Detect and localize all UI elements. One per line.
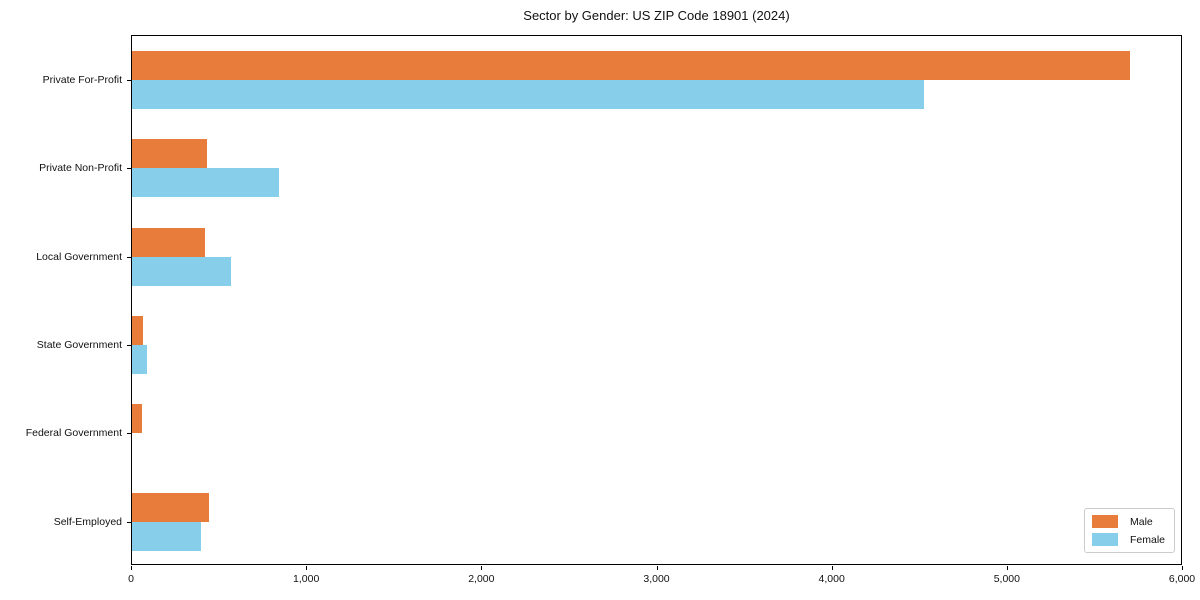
x-tick-label: 3,000 [643, 573, 670, 585]
y-axis-label: Local Government [36, 250, 122, 263]
bar-female-3 [132, 345, 147, 375]
y-tick-mark [127, 345, 132, 347]
bars-container [132, 139, 1181, 198]
bar-female-5 [132, 521, 202, 551]
chart-title: Sector by Gender: US ZIP Code 18901 (202… [523, 8, 790, 23]
bars-container [132, 316, 1181, 375]
bar-group: State Government [37, 301, 1181, 389]
legend-label: Female [1129, 533, 1165, 546]
x-tick-mark [1182, 566, 1183, 570]
legend-label: Male [1129, 515, 1153, 528]
plot-area: Private For-Profit Private Non-Profit Loca… [26, 35, 1182, 566]
bar-female-1 [132, 168, 279, 198]
x-tick-label: 1,000 [293, 573, 320, 585]
y-tick-mark [127, 80, 132, 82]
bar-male-1 [132, 139, 208, 169]
legend-item-female: Female [1091, 533, 1165, 546]
bar-male-5 [132, 492, 209, 522]
bar-male-3 [132, 316, 144, 346]
y-tick-mark [127, 256, 132, 258]
y-axis-label: Private For-Profit [42, 74, 122, 87]
legend-item-male: Male [1091, 515, 1165, 528]
x-tick-label: 5,000 [993, 573, 1020, 585]
x-tick-label: 6,000 [1168, 573, 1196, 585]
x-tick-mark [481, 566, 483, 570]
bars-container [132, 227, 1181, 286]
bar-female-0 [132, 80, 924, 110]
x-tick-mark [131, 566, 132, 570]
legend-swatch-female [1091, 533, 1118, 546]
legend: Male Female [1083, 508, 1175, 553]
y-axis-label: Private Non-Profit [39, 162, 122, 175]
x-axis: 0 1,000 2,000 3,000 4,000 5,000 6,000 [128, 566, 1195, 596]
x-tick-label: 4,000 [818, 573, 845, 585]
bar-group: Self-Employed [54, 478, 1181, 566]
y-tick-mark [127, 433, 132, 435]
bar-male-2 [132, 227, 206, 257]
x-tick-mark [656, 566, 658, 570]
y-axis-label: Self-Employed [53, 515, 122, 528]
y-axis-label: Federal Government [25, 427, 122, 440]
bars-container [132, 51, 1181, 110]
bar-female-2 [132, 256, 231, 286]
y-tick-mark [127, 168, 132, 170]
y-tick-mark [127, 521, 132, 523]
bars-container [132, 404, 1181, 462]
x-tick-mark [1006, 566, 1008, 570]
x-tick-label: 0 [128, 573, 134, 585]
y-axis-label: State Government [36, 339, 122, 352]
x-tick-label: 2,000 [468, 573, 495, 585]
bar-group: Federal Government [26, 389, 1181, 477]
legend-swatch-male [1091, 515, 1118, 528]
bar-male-4 [132, 404, 143, 434]
bar-group: Local Government [36, 213, 1181, 301]
bar-group: Private Non-Profit [39, 124, 1181, 212]
bar-group: Private For-Profit [43, 36, 1181, 124]
bar-male-0 [132, 51, 1131, 81]
x-tick-mark [306, 566, 308, 570]
bars-container [132, 492, 1181, 551]
x-tick-mark [831, 566, 833, 570]
